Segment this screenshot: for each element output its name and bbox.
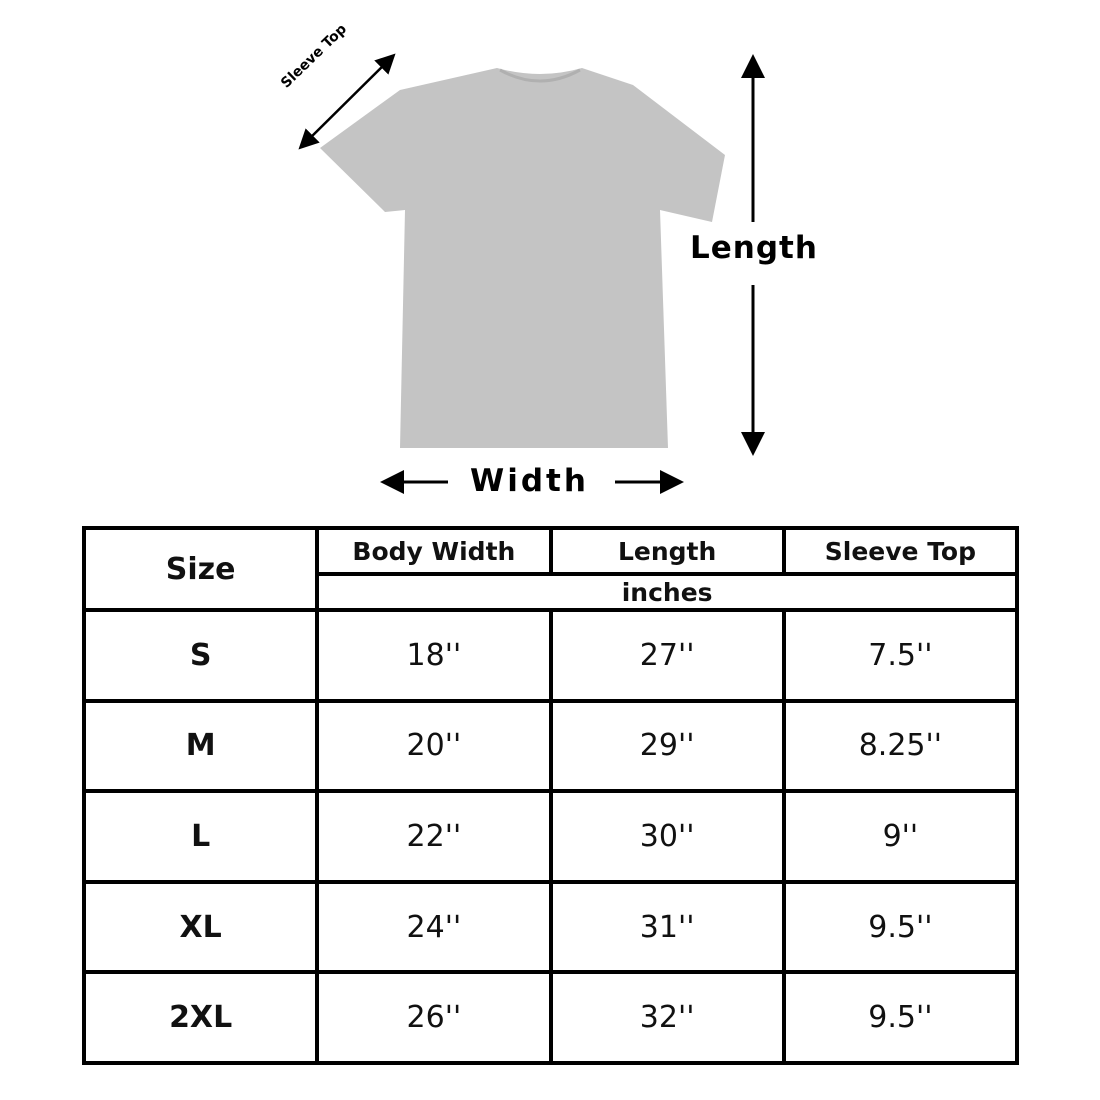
size-cell: S [81, 608, 320, 703]
width-label: Width [470, 463, 589, 499]
length-cell: 29'' [548, 698, 786, 794]
sleeve-top-cell: 9.5'' [781, 879, 1020, 975]
sleeve-top-cell: 7.5'' [781, 608, 1020, 703]
tshirt-image [320, 68, 725, 448]
size-cell: M [81, 698, 320, 794]
body-width-cell: 22'' [315, 789, 553, 884]
collar [499, 68, 581, 83]
length-label: Length [690, 230, 818, 266]
length-cell: 31'' [548, 879, 786, 975]
body-width-cell: 20'' [315, 698, 553, 794]
table-row: 2XL 26'' 32'' 9.5'' [81, 970, 1020, 1065]
size-cell: L [81, 789, 320, 884]
unit-row: inches [84, 572, 1019, 612]
column-header-length: Length [548, 526, 786, 576]
length-cell: 27'' [548, 608, 786, 703]
body-width-cell: 24'' [315, 879, 553, 975]
sleeve-top-cell: 9'' [781, 789, 1020, 884]
size-cell: 2XL [81, 970, 320, 1065]
tshirt-diagram [298, 53, 765, 494]
sleeve-top-cell: 9.5'' [781, 970, 1020, 1065]
size-header: Size [81, 526, 320, 612]
table-row: S 18'' 27'' 7.5'' [81, 608, 1020, 703]
body-width-cell: 18'' [315, 608, 553, 703]
table-row: L 22'' 30'' 9'' [81, 789, 1020, 884]
column-header-body-width: Body Width [315, 526, 553, 576]
header-row: Size Body Width Length Sleeve Top [81, 526, 1020, 612]
length-cell: 30'' [548, 789, 786, 884]
size-chart-table: Size Body Width Length Sleeve Top inches… [81, 526, 1020, 1065]
table-row: M 20'' 29'' 8.25'' [81, 698, 1020, 794]
table-row: XL 24'' 31'' 9.5'' [81, 879, 1020, 975]
length-cell: 32'' [548, 970, 786, 1065]
column-header-sleeve-top: Sleeve Top [781, 526, 1020, 576]
sleeve-top-cell: 8.25'' [781, 698, 1020, 794]
size-cell: XL [81, 879, 320, 975]
sleeve-arrow [298, 53, 396, 150]
unit-label: inches [315, 572, 1019, 612]
body-width-cell: 26'' [315, 970, 553, 1065]
